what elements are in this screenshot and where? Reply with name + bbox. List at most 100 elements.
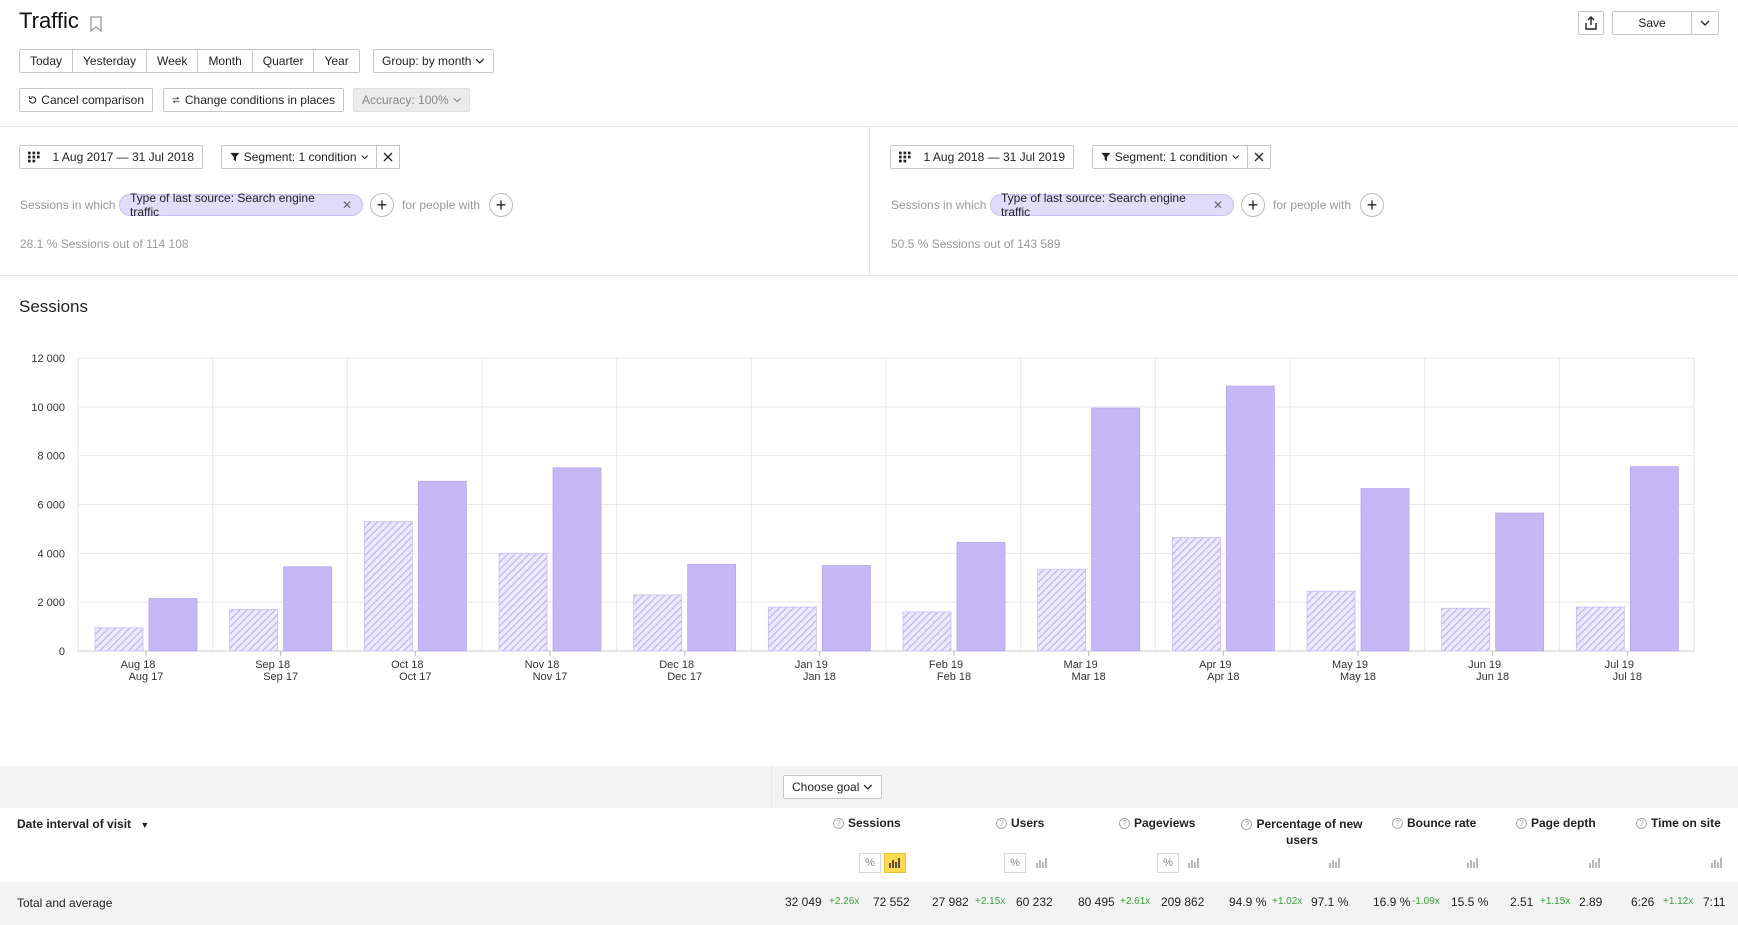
x-tick-label-secondary: Sep 17: [263, 671, 298, 683]
y-tick-label: 8 000: [37, 451, 65, 463]
percent-toggle-sessions[interactable]: %: [859, 853, 881, 873]
sessions-in-which-label: Sessions in which: [20, 198, 116, 212]
total-page-depth-b: 2.89: [1579, 895, 1603, 909]
bar-chart-icon: [889, 858, 900, 868]
save-options-button[interactable]: [1691, 11, 1719, 35]
chart-toggle-sessions[interactable]: [884, 853, 906, 873]
help-icon[interactable]: ?: [1241, 819, 1253, 830]
change-conditions-label: Change conditions in places: [184, 93, 335, 107]
percent-icon: %: [1010, 857, 1020, 869]
choose-goal-dropdown[interactable]: Choose goal: [783, 775, 882, 799]
save-button[interactable]: Save: [1612, 11, 1692, 35]
column-header-new-users[interactable]: ? Percentage of new users: [1240, 816, 1364, 848]
remove-segment-right-button[interactable]: [1247, 145, 1271, 169]
add-people-condition-left-button[interactable]: +: [489, 193, 513, 217]
date-range-left[interactable]: 1 Aug 2017 — 31 Jul 2018: [19, 145, 203, 169]
add-people-condition-right-button[interactable]: +: [1360, 193, 1384, 217]
x-tick-label-secondary: Dec 17: [667, 671, 702, 683]
remove-segment-left-button[interactable]: [376, 145, 400, 169]
help-icon[interactable]: ?: [1119, 818, 1130, 829]
column-header-time-on-site[interactable]: ? Time on site: [1636, 816, 1721, 830]
total-pageviews-b: 209 862: [1161, 895, 1205, 909]
segment-dropdown-left[interactable]: Segment: 1 condition: [221, 145, 377, 169]
x-tick-label-secondary: Oct 17: [399, 671, 431, 683]
x-tick-label-secondary: Feb 18: [937, 671, 971, 683]
accuracy-dropdown[interactable]: Accuracy: 100%: [353, 88, 470, 112]
add-condition-left-button[interactable]: +: [370, 193, 394, 217]
y-tick-label: 6 000: [37, 500, 65, 512]
close-icon[interactable]: ✕: [341, 198, 352, 212]
x-tick-label: Sep 18: [255, 659, 290, 671]
add-condition-right-button[interactable]: +: [1241, 193, 1265, 217]
column-header-users[interactable]: ? Users: [996, 816, 1044, 830]
column-header-page-depth[interactable]: ? Page depth: [1516, 816, 1596, 830]
period-quarter[interactable]: Quarter: [252, 49, 315, 73]
y-tick-label: 0: [59, 646, 65, 658]
chart-toggle-bounce-rate[interactable]: [1462, 853, 1484, 873]
x-tick-label-secondary: Jun 18: [1476, 671, 1509, 683]
bar: [1360, 488, 1410, 652]
column-header-label: Bounce rate: [1407, 816, 1477, 830]
chevron-down-icon: [863, 784, 873, 790]
x-tick-label-secondary: Jul 18: [1613, 671, 1642, 683]
help-icon[interactable]: ?: [833, 818, 844, 829]
cancel-comparison-button[interactable]: Cancel comparison: [19, 88, 153, 112]
period-selector: Today Yesterday Week Month Quarter Year: [19, 49, 360, 73]
bar: [821, 565, 871, 652]
cancel-comparison-label: Cancel comparison: [41, 93, 144, 107]
bar-chart-icon: [1467, 858, 1478, 868]
bookmark-icon[interactable]: [90, 16, 102, 32]
help-icon[interactable]: ?: [1516, 818, 1527, 829]
chart-toggle-new-users[interactable]: [1324, 853, 1346, 873]
bar: [956, 541, 1006, 652]
date-range-right[interactable]: 1 Aug 2018 — 31 Jul 2019: [890, 145, 1074, 169]
condition-tag-right[interactable]: Type of last source: Search engine traff…: [990, 191, 1234, 219]
bar: [229, 609, 279, 652]
bar: [1441, 607, 1491, 652]
close-icon[interactable]: ✕: [1212, 198, 1223, 212]
chart-toggle-pageviews[interactable]: [1183, 853, 1205, 873]
total-pageviews-delta: +2.61x: [1120, 896, 1151, 907]
period-yesterday[interactable]: Yesterday: [73, 49, 147, 73]
condition-tag-right-label: Type of last source: Search engine traff…: [1001, 191, 1186, 219]
chart-toggle-page-depth[interactable]: [1584, 853, 1606, 873]
total-row-label: Total and average: [17, 896, 113, 910]
date-range-right-label: 1 Aug 2018 — 31 Jul 2019: [923, 150, 1065, 164]
period-today[interactable]: Today: [19, 49, 74, 73]
x-tick-label-secondary: Aug 17: [129, 671, 164, 683]
chart-toggle-time-on-site[interactable]: [1706, 853, 1728, 873]
help-icon[interactable]: ?: [1636, 818, 1647, 829]
help-icon[interactable]: ?: [996, 818, 1007, 829]
filter-icon: [1101, 152, 1111, 162]
calendar-icon: [28, 151, 40, 163]
x-tick-label-secondary: Nov 17: [533, 671, 568, 683]
group-dropdown[interactable]: Group: by month: [373, 49, 494, 73]
column-header-pageviews[interactable]: ? Pageviews: [1119, 816, 1195, 830]
bar: [94, 627, 144, 652]
x-tick-label: Aug 18: [121, 659, 156, 671]
condition-tag-left[interactable]: Type of last source: Search engine traff…: [119, 191, 363, 219]
bar: [552, 467, 602, 652]
column-header-bounce-rate[interactable]: ? Bounce rate: [1392, 816, 1476, 830]
period-week[interactable]: Week: [146, 49, 199, 73]
dimension-header[interactable]: Date interval of visit ▼: [17, 817, 149, 831]
segment-left-label: Segment: 1 condition: [243, 150, 357, 164]
chevron-down-icon: [1700, 20, 1710, 26]
percent-toggle-users[interactable]: %: [1004, 853, 1026, 873]
for-people-with-label: for people with: [1273, 198, 1352, 212]
segment-dropdown-right[interactable]: Segment: 1 condition: [1092, 145, 1248, 169]
period-year[interactable]: Year: [314, 49, 360, 73]
column-header-sessions[interactable]: ? Sessions: [833, 816, 901, 830]
percent-toggle-pageviews[interactable]: %: [1157, 853, 1179, 873]
export-button[interactable]: [1578, 11, 1604, 35]
period-month[interactable]: Month: [198, 49, 253, 73]
help-icon[interactable]: ?: [1392, 818, 1403, 829]
bar: [687, 563, 737, 652]
chart-toggle-users[interactable]: [1031, 853, 1053, 873]
change-conditions-button[interactable]: Change conditions in places: [163, 88, 344, 112]
group-label: Group: by month: [382, 54, 472, 68]
total-bounce-rate-delta: -1.09x: [1412, 896, 1440, 907]
total-new-users-a: 94.9 %: [1229, 895, 1267, 909]
chevron-down-icon: [360, 155, 368, 160]
